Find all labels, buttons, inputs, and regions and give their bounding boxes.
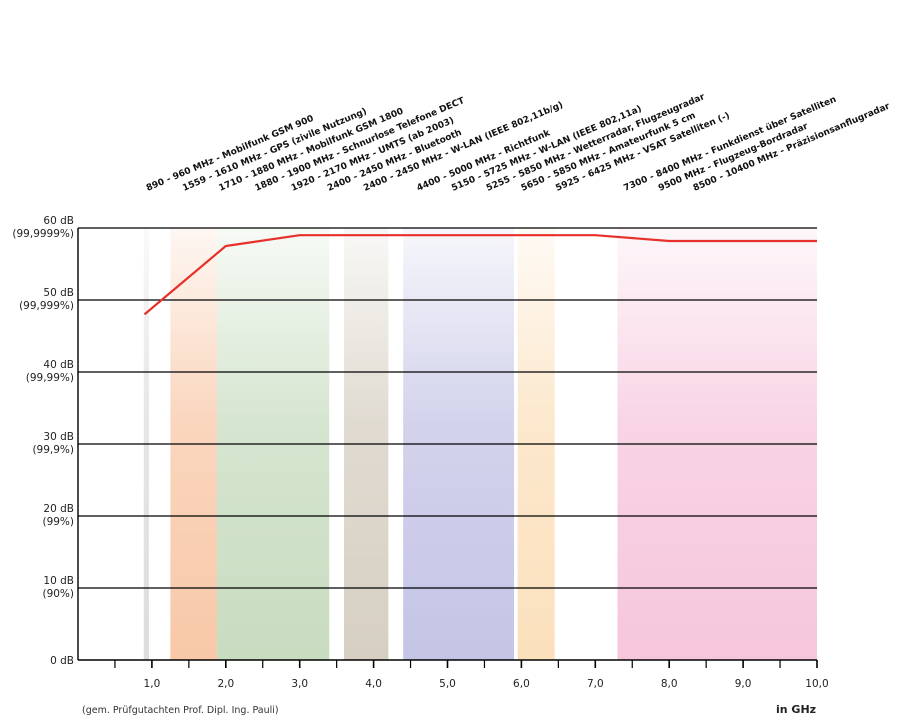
x-tick-label: 2,0: [217, 678, 234, 690]
x-tick-label: 7,0: [587, 678, 604, 690]
x-tick-label: 3,0: [291, 678, 308, 690]
x-tick-label: 1,0: [144, 678, 161, 690]
y-tick-sub-label: (99,9%): [32, 444, 74, 456]
gridlines: [78, 227, 817, 661]
y-tick-sub-label: (90%): [42, 588, 74, 600]
y-tick-label: 10 dB: [43, 575, 74, 587]
x-axis-unit-label: in GHz: [776, 703, 817, 716]
x-tick-label: 9,0: [735, 678, 752, 690]
y-tick-label: 20 dB: [43, 503, 74, 515]
y-tick-sub-label: (99,9999%): [12, 228, 74, 240]
x-tick-label: 6,0: [513, 678, 530, 690]
x-tick-label: 5,0: [439, 678, 456, 690]
y-tick-label: 30 dB: [43, 431, 74, 443]
source-note: (gem. Prüfgutachten Prof. Dipl. Ing. Pau…: [82, 705, 279, 716]
x-tick-label: 8,0: [661, 678, 678, 690]
x-tick-label: 4,0: [365, 678, 382, 690]
y-tick-sub-label: (99,999%): [19, 300, 74, 312]
axes: 0 dB 10 dB(90%) 20 dB(99%) 30 dB(99,9%) 40 d…: [12, 215, 828, 690]
y-tick-sub-label: (99,99%): [26, 372, 74, 384]
x-tick-label: 10,0: [805, 678, 828, 690]
y-tick-label: 40 dB: [43, 359, 74, 371]
y-tick-label: 0 dB: [50, 655, 74, 667]
y-tick-sub-label: (99%): [42, 516, 74, 528]
y-tick-label: 60 dB: [43, 215, 74, 227]
y-tick-label: 50 dB: [43, 287, 74, 299]
series: [143, 234, 817, 316]
series-line-0: [143, 234, 817, 316]
